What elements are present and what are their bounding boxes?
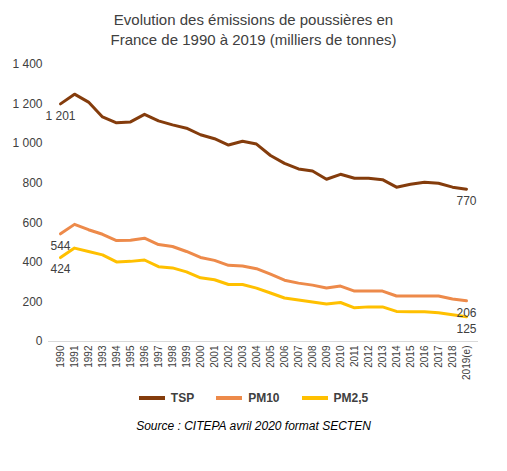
svg-text:2009: 2009 [321, 345, 332, 368]
svg-text:2019(e): 2019(e) [461, 346, 472, 380]
svg-text:2014: 2014 [391, 345, 402, 368]
svg-text:1999: 1999 [181, 345, 192, 368]
svg-text:2015: 2015 [405, 345, 416, 368]
svg-text:2017: 2017 [433, 345, 444, 368]
svg-text:1995: 1995 [125, 345, 136, 368]
svg-text:1993: 1993 [97, 345, 108, 368]
svg-text:2003: 2003 [237, 345, 248, 368]
svg-text:206: 206 [456, 306, 476, 320]
svg-text:1 201: 1 201 [45, 109, 75, 123]
html-text:TSP: TSP [170, 391, 195, 405]
svg-text:2010: 2010 [335, 345, 346, 368]
svg-text:2018: 2018 [447, 345, 458, 368]
svg-text:2012: 2012 [363, 345, 374, 368]
svg-text:2011: 2011 [349, 345, 360, 367]
svg-text:1 200: 1 200 [12, 97, 42, 111]
svg-text:1990: 1990 [55, 345, 66, 368]
svg-text:2013: 2013 [377, 345, 388, 368]
html-text:PM2,5: PM2,5 [333, 391, 369, 405]
svg-text:0: 0 [36, 334, 43, 348]
svg-text:770: 770 [456, 194, 476, 208]
svg-text:1991: 1991 [69, 345, 80, 368]
svg-text:424: 424 [50, 262, 70, 276]
svg-text:1998: 1998 [167, 345, 178, 368]
html-text:Source : CITEPA avril 2020 for: Source : CITEPA avril 2020 format SECTEN [136, 419, 371, 433]
svg-text:200: 200 [22, 295, 42, 309]
svg-text:2001: 2001 [209, 345, 220, 368]
svg-text:2008: 2008 [307, 345, 318, 368]
svg-text:2004: 2004 [251, 345, 262, 368]
svg-text:544: 544 [50, 239, 70, 253]
svg-text:400: 400 [22, 255, 42, 269]
html-text:PM10: PM10 [248, 391, 280, 405]
svg-text:2006: 2006 [279, 345, 290, 368]
svg-text:2007: 2007 [293, 345, 304, 368]
svg-text:1 000: 1 000 [12, 136, 42, 150]
svg-text:2000: 2000 [195, 345, 206, 368]
svg-text:800: 800 [22, 176, 42, 190]
svg-text:125: 125 [456, 322, 476, 336]
svg-text:2005: 2005 [265, 345, 276, 368]
svg-text:600: 600 [22, 216, 42, 230]
svg-text:1992: 1992 [83, 345, 94, 368]
svg-text:1 400: 1 400 [12, 57, 42, 71]
svg-text:1997: 1997 [153, 345, 164, 368]
svg-text:2016: 2016 [419, 345, 430, 368]
html-text:Evolution des émissions de pou: Evolution des émissions de poussières en… [110, 11, 397, 48]
svg-text:1996: 1996 [139, 345, 150, 368]
svg-text:2002: 2002 [223, 345, 234, 368]
svg-text:1994: 1994 [111, 345, 122, 368]
